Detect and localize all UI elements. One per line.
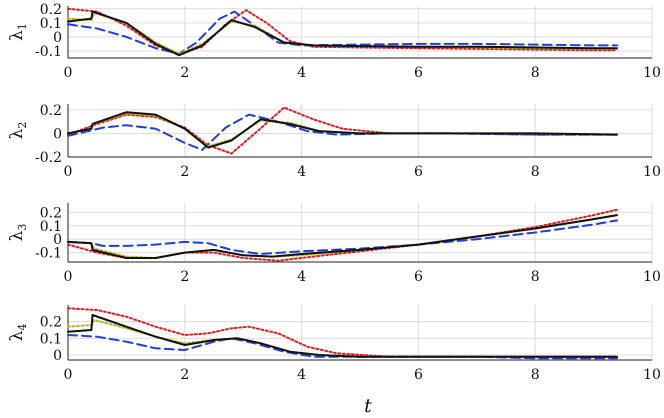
x-tick-label: 2 <box>180 65 189 81</box>
y-axis-label-symbol: λ <box>7 30 27 41</box>
y-axis-label: λ1 <box>7 23 29 41</box>
series-line-4 <box>67 214 618 259</box>
y-axis-label-subscript: 4 <box>16 324 29 331</box>
y-axis-label-subscript: 2 <box>16 122 29 129</box>
x-tick-label: 0 <box>64 164 73 180</box>
x-tick-label: 2 <box>180 269 189 285</box>
x-tick-label: 10 <box>643 367 661 383</box>
y-axis-label-symbol: λ <box>7 128 27 139</box>
y-axis-label: λ2 <box>7 122 29 140</box>
y-tick-label: 0.2 <box>40 205 62 221</box>
y-tick-label: 0 <box>53 348 62 364</box>
x-tick-label: 8 <box>531 269 540 285</box>
x-tick-label: 0 <box>64 269 73 285</box>
y-axis-label-subscript: 3 <box>16 224 29 231</box>
y-axis-label-subscript: 1 <box>16 23 29 30</box>
y-axis-label-symbol: λ <box>7 230 27 241</box>
y-axis-label-symbol: λ <box>7 330 27 341</box>
x-tick-label: 10 <box>643 164 661 180</box>
x-tick-label: 8 <box>531 164 540 180</box>
x-tick-label: 0 <box>64 65 73 81</box>
x-tick-label: 4 <box>297 164 306 180</box>
y-tick-label: -0.2 <box>35 150 62 166</box>
x-axis-label: t <box>364 395 372 417</box>
series-line-4 <box>67 111 618 149</box>
x-tick-label: 4 <box>297 65 306 81</box>
series-line-4 <box>67 10 618 57</box>
y-tick-label: 0.1 <box>40 331 62 347</box>
x-tick-label: 2 <box>180 367 189 383</box>
x-tick-label: 6 <box>414 269 423 285</box>
y-tick-label: 0.1 <box>40 219 62 235</box>
y-tick-label: -0.1 <box>35 44 62 60</box>
series-line-2 <box>67 219 618 255</box>
y-tick-label: 0 <box>53 30 62 46</box>
x-tick-label: 6 <box>414 164 423 180</box>
x-tick-label: 8 <box>531 65 540 81</box>
x-tick-label: 6 <box>414 367 423 383</box>
y-tick-label: 0.2 <box>40 315 62 331</box>
x-tick-label: 10 <box>643 65 661 81</box>
series-line-3 <box>67 112 618 148</box>
x-tick-label: 8 <box>531 367 540 383</box>
x-tick-label: 10 <box>643 269 661 285</box>
y-tick-label: -0.1 <box>35 246 62 262</box>
y-tick-label: 0.2 <box>40 2 62 18</box>
x-tick-label: 2 <box>180 164 189 180</box>
y-axis-label: λ3 <box>7 224 29 242</box>
series-line-4 <box>67 314 618 358</box>
y-tick-label: 0 <box>53 232 62 248</box>
series-line-1 <box>67 307 618 358</box>
y-tick-label: 0.1 <box>40 16 62 32</box>
y-tick-label: 0.2 <box>40 103 62 119</box>
x-tick-label: 6 <box>414 65 423 81</box>
x-tick-label: 4 <box>297 269 306 285</box>
x-tick-label: 0 <box>64 367 73 383</box>
y-tick-label: 0 <box>53 126 62 142</box>
x-tick-label: 4 <box>297 367 306 383</box>
y-axis-label: λ4 <box>7 324 29 342</box>
series-line-1 <box>67 7 618 55</box>
